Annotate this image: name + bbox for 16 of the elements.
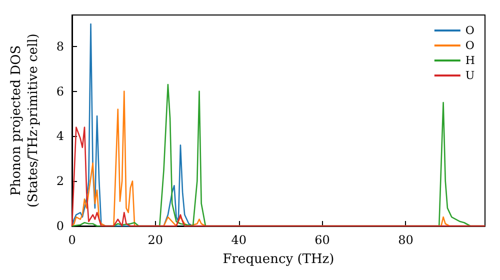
y-tick-label: 6 xyxy=(56,84,64,98)
x-tick-label: 20 xyxy=(148,233,164,247)
y-tick-label: 0 xyxy=(56,219,64,233)
y-tick-label: 8 xyxy=(56,39,64,54)
y-axis-title: Phonon projected DOS (States/THz·primitive cell) xyxy=(9,33,41,208)
x-axis-title: Frequency (THz) xyxy=(222,252,334,267)
y-tick-label: 4 xyxy=(56,129,64,144)
legend-label: O xyxy=(465,39,474,52)
y-tick-label: 2 xyxy=(56,174,64,188)
x-tick-label: 0 xyxy=(68,233,76,247)
x-tick-label: 40 xyxy=(231,233,247,247)
x-tick-label: 80 xyxy=(398,233,414,247)
legend-label: H xyxy=(465,54,475,67)
legend-label: U xyxy=(465,69,475,82)
legend-label: O xyxy=(465,24,474,37)
x-tick-label: 60 xyxy=(314,233,330,247)
